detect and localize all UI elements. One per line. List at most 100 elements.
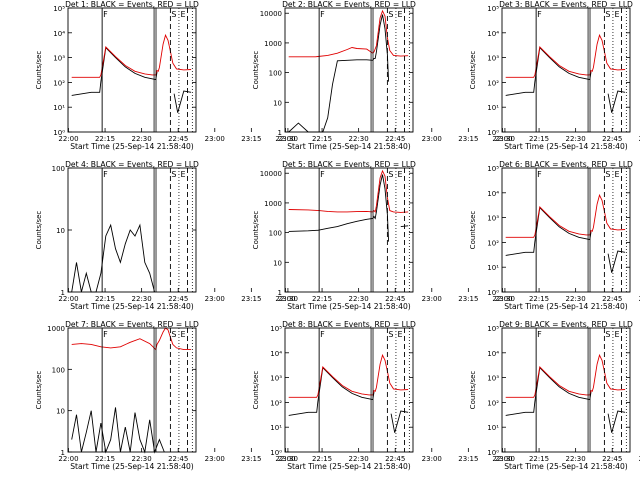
panel-title: Det 8: BLACK = Events, RED = LLD bbox=[282, 320, 416, 329]
flag-label-f: F bbox=[103, 330, 108, 339]
detector-panel-6: Det 6: BLACK = Events, RED = LLD 10⁰ 10¹ 10… bbox=[469, 160, 640, 311]
x-tick-label: 22:45 bbox=[168, 135, 188, 143]
y-tick-label: 1000 bbox=[47, 325, 65, 333]
x-tick-label: 22:30 bbox=[349, 455, 369, 463]
y-tick-label: 10⁵ bbox=[487, 325, 499, 333]
panel-title: Det 9: BLACK = Events, RED = LLD bbox=[499, 320, 633, 329]
flag-label-f: F bbox=[537, 330, 542, 339]
series-lld-line bbox=[288, 169, 409, 213]
x-tick-label: 23:15 bbox=[241, 455, 261, 463]
y-tick-label: 100 bbox=[52, 366, 65, 374]
y-axis-label: Counts/sec bbox=[252, 211, 260, 250]
y-tick-label: 10⁴ bbox=[487, 350, 499, 358]
y-tick-label: 10⁵ bbox=[270, 325, 282, 333]
x-tick-label: 23:00 bbox=[422, 455, 442, 463]
x-axis-label: Start Time (25-Sep-14 21:58:40) bbox=[70, 302, 194, 311]
flag-label-s: S bbox=[388, 10, 393, 19]
series-events-line bbox=[71, 407, 165, 454]
y-tick-label: 1 bbox=[61, 289, 65, 297]
series-events-line bbox=[71, 46, 192, 113]
plot-frame bbox=[67, 7, 197, 133]
x-tick-label: 22:15 bbox=[312, 455, 332, 463]
x-tick-label: 22:30 bbox=[349, 135, 369, 143]
x-tick-label: 23:00 bbox=[422, 135, 442, 143]
x-tick-label: 23:15 bbox=[241, 135, 261, 143]
flag-label-s: S bbox=[388, 170, 393, 179]
x-tick-label: 23:00 bbox=[639, 455, 640, 463]
x-tick-label: 22:45 bbox=[168, 295, 188, 303]
x-tick-label: 22:00 bbox=[58, 455, 78, 463]
panel-title: Det 3: BLACK = Events, RED = LLD bbox=[499, 0, 633, 9]
series-events-line bbox=[505, 366, 626, 433]
flag-label-s: S bbox=[605, 10, 610, 19]
flag-label-e: E bbox=[397, 170, 402, 179]
flag-label-f: F bbox=[320, 170, 325, 179]
plot-frame bbox=[501, 327, 631, 453]
detector-panel-8: Det 8: BLACK = Events, RED = LLD 10⁰ 10¹ 10… bbox=[252, 320, 515, 471]
flag-label-f: F bbox=[537, 10, 542, 19]
x-tick-label: 23:00 bbox=[205, 135, 225, 143]
detector-panel-7: Det 7: BLACK = Events, RED = LLD 1 10 100 10… bbox=[35, 320, 298, 471]
flag-label-f: F bbox=[537, 170, 542, 179]
y-tick-label: 10 bbox=[273, 259, 282, 267]
y-tick-label: 100 bbox=[52, 165, 65, 173]
x-tick-label: 22:00 bbox=[275, 455, 295, 463]
x-tick-label: 22:45 bbox=[385, 455, 405, 463]
y-tick-label: 10000 bbox=[260, 170, 282, 178]
y-tick-label: 1 bbox=[61, 449, 65, 457]
y-tick-label: 10² bbox=[270, 399, 282, 407]
x-tick-label: 22:15 bbox=[95, 295, 115, 303]
x-tick-label: 22:45 bbox=[602, 295, 622, 303]
panel-title: Det 7: BLACK = Events, RED = LLD bbox=[65, 320, 199, 329]
x-tick-label: 22:15 bbox=[95, 135, 115, 143]
y-axis-label: Counts/sec bbox=[469, 371, 477, 410]
y-tick-label: 10⁴ bbox=[487, 30, 499, 38]
x-tick-label: 22:00 bbox=[492, 455, 512, 463]
x-tick-label: 22:00 bbox=[492, 295, 512, 303]
x-tick-label: 22:30 bbox=[566, 295, 586, 303]
flag-label-e: E bbox=[397, 10, 402, 19]
panel-title: Det 4: BLACK = Events, RED = LLD bbox=[65, 160, 199, 169]
flag-label-e: E bbox=[180, 170, 185, 179]
y-tick-label: 10⁰ bbox=[53, 129, 65, 137]
x-tick-label: 22:15 bbox=[95, 455, 115, 463]
panel-title: Det 1: BLACK = Events, RED = LLD bbox=[65, 0, 199, 9]
x-tick-label: 23:15 bbox=[458, 295, 478, 303]
y-tick-label: 10³ bbox=[53, 55, 65, 63]
series-events-line bbox=[288, 366, 409, 433]
x-tick-label: 23:00 bbox=[205, 295, 225, 303]
y-tick-label: 10⁰ bbox=[487, 289, 499, 297]
flag-label-s: S bbox=[171, 170, 176, 179]
detector-panel-3: Det 3: BLACK = Events, RED = LLD 10⁰ 10¹ 10… bbox=[469, 0, 640, 151]
x-tick-label: 23:30 bbox=[495, 135, 515, 143]
y-tick-label: 10⁰ bbox=[270, 449, 282, 457]
x-tick-label: 23:30 bbox=[278, 135, 298, 143]
x-tick-label: 23:30 bbox=[278, 455, 298, 463]
y-tick-label: 10² bbox=[487, 399, 499, 407]
x-tick-label: 23:30 bbox=[278, 295, 298, 303]
x-tick-label: 22:00 bbox=[492, 135, 512, 143]
flag-label-f: F bbox=[320, 330, 325, 339]
x-tick-label: 22:45 bbox=[168, 455, 188, 463]
detector-panel-4: Det 4: BLACK = Events, RED = LLD 1 10 100 22… bbox=[35, 160, 298, 311]
x-axis-label: Start Time (25-Sep-14 21:58:40) bbox=[287, 302, 411, 311]
series-events-line bbox=[71, 223, 156, 293]
plot-frame bbox=[67, 327, 197, 453]
y-tick-label: 10³ bbox=[487, 375, 499, 383]
x-tick-label: 22:30 bbox=[349, 295, 369, 303]
panel-title: Det 6: BLACK = Events, RED = LLD bbox=[499, 160, 633, 169]
y-tick-label: 10¹ bbox=[487, 104, 499, 112]
x-tick-label: 22:00 bbox=[58, 135, 78, 143]
y-tick-label: 10⁵ bbox=[487, 5, 499, 13]
y-tick-label: 10000 bbox=[260, 10, 282, 18]
series-events-line bbox=[505, 206, 626, 273]
y-tick-label: 1 bbox=[278, 129, 282, 137]
x-axis-label: Start Time (25-Sep-14 21:58:40) bbox=[287, 142, 411, 151]
y-tick-label: 10⁵ bbox=[53, 5, 65, 13]
y-tick-label: 100 bbox=[269, 230, 282, 238]
plot-frame bbox=[501, 7, 631, 133]
y-tick-label: 10³ bbox=[487, 55, 499, 63]
x-tick-label: 22:30 bbox=[566, 455, 586, 463]
x-tick-label: 22:15 bbox=[529, 135, 549, 143]
